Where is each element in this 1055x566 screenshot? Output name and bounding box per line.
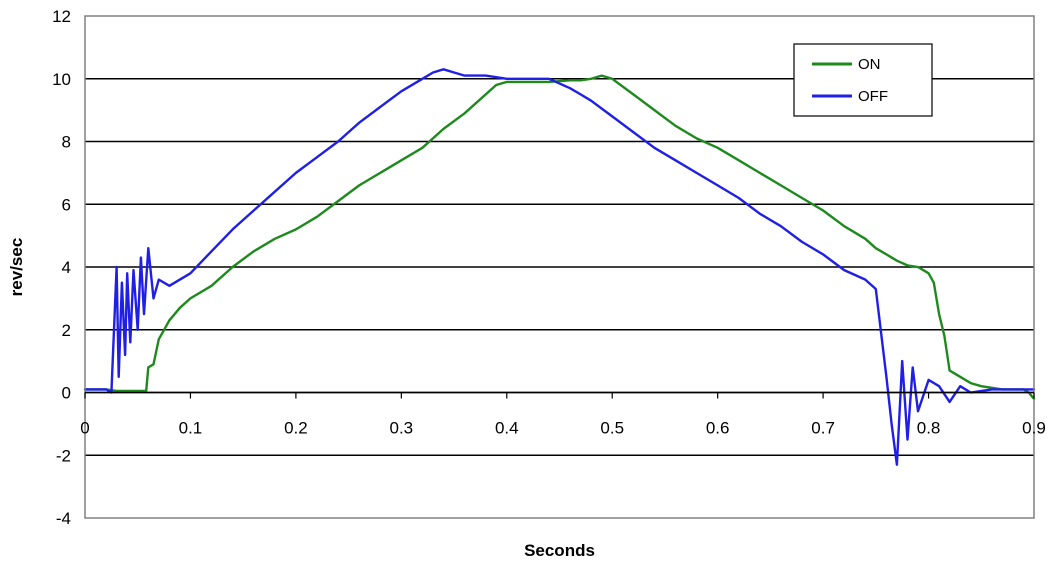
legend-label-on: ON: [858, 56, 881, 73]
x-tick-label-4: 0.4: [495, 419, 519, 438]
y-tick-label-4: 4: [62, 258, 71, 277]
x-tick-label-3: 0.3: [390, 419, 414, 438]
x-tick-label-6: 0.6: [706, 419, 730, 438]
x-tick-label-5: 0.5: [600, 419, 624, 438]
legend: ON OFF: [793, 43, 933, 117]
x-tick-label-0: 0: [80, 419, 89, 438]
tick-labels: -4 -2 0 2 4 6 8 10 12 0 0.1 0.2 0.3 0.4 0.5 0.6 0.7 0.8 0.…: [52, 7, 1046, 528]
x-tick-label-7: 0.7: [811, 419, 835, 438]
series-line-on: [83, 74, 1036, 400]
x-tick-label-9: 0.9: [1022, 419, 1046, 438]
x-axis-title: Seconds: [524, 541, 595, 560]
legend-label-off: OFF: [858, 88, 888, 105]
y-tick-label-0: -4: [56, 509, 71, 528]
x-tick-label-2: 0.2: [284, 419, 308, 438]
y-tick-label-7: 10: [52, 70, 71, 89]
legend-box: [793, 43, 933, 117]
y-tick-label-5: 6: [62, 195, 71, 214]
y-tick-label-1: -2: [56, 446, 71, 465]
x-tick-label-1: 0.1: [179, 419, 203, 438]
series-line-off: [83, 68, 1036, 466]
y-tick-label-8: 12: [52, 7, 71, 26]
plot-area-frame: [84, 15, 1035, 519]
y-axis-title: rev/sec: [7, 238, 26, 297]
y-tick-label-2: 0: [62, 384, 71, 403]
x-tick-label-8: 0.8: [917, 419, 941, 438]
series-lines: [83, 68, 1036, 466]
y-tick-label-3: 2: [62, 321, 71, 340]
axes: [84, 15, 1035, 519]
grid-lines: [85, 78, 1034, 456]
y-tick-label-6: 8: [62, 133, 71, 152]
